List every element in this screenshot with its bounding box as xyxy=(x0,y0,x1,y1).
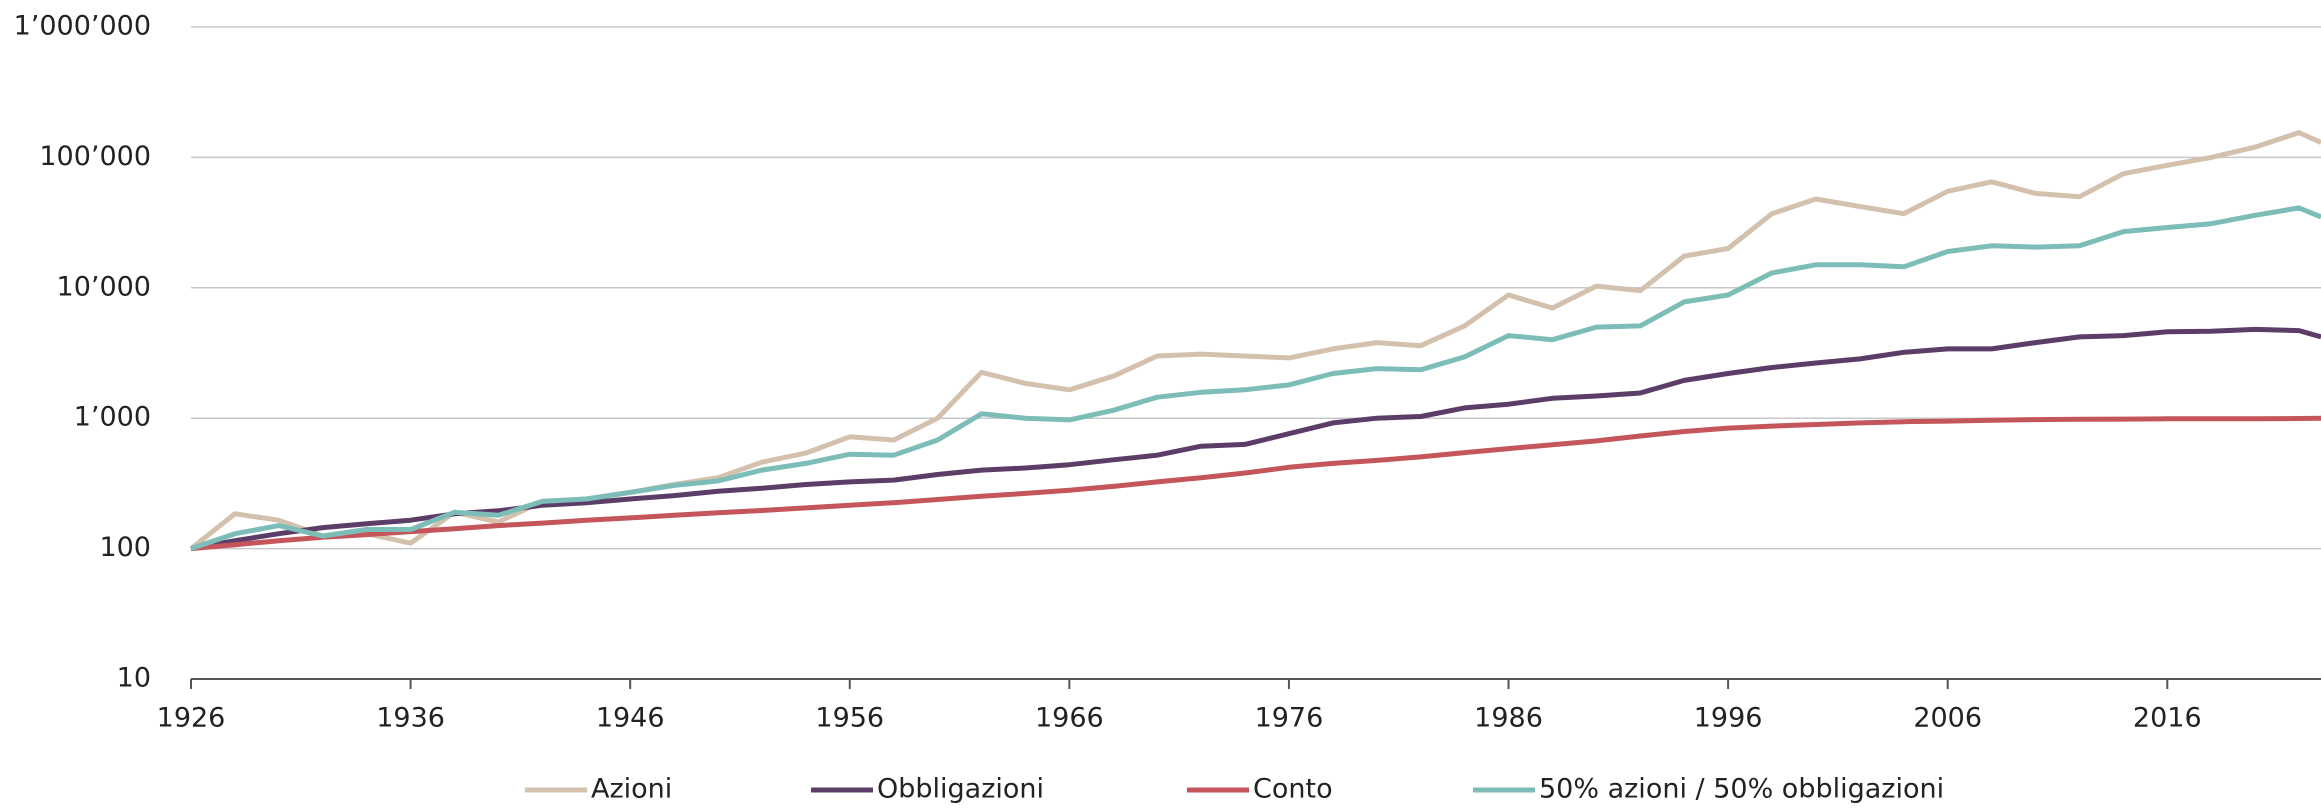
legend-label: Obbligazioni xyxy=(877,774,1044,805)
y-tick-label: 100 xyxy=(99,532,151,563)
y-tick-label: 1’000 xyxy=(74,402,151,433)
x-tick-label: 1926 xyxy=(157,703,226,734)
y-tick-label: 100’000 xyxy=(39,141,151,172)
x-tick-label: 1956 xyxy=(815,703,884,734)
x-tick-label: 1996 xyxy=(1694,703,1763,734)
x-tick-label: 2016 xyxy=(2133,703,2202,734)
y-tick-label: 10’000 xyxy=(57,271,151,302)
x-tick-label: 1936 xyxy=(376,703,445,734)
x-tick-label: 1976 xyxy=(1255,703,1324,734)
y-tick-label: 1’000’000 xyxy=(14,11,151,42)
legend-label: 50% azioni / 50% obbligazioni xyxy=(1539,774,1944,805)
x-tick-label: 1946 xyxy=(596,703,665,734)
x-tick-label: 2006 xyxy=(1913,703,1982,734)
y-tick-label: 10 xyxy=(117,663,151,694)
legend-label: Conto xyxy=(1253,774,1333,805)
series-line xyxy=(190,326,2321,552)
x-tick-label: 1986 xyxy=(1474,703,1543,734)
legend-label: Azioni xyxy=(591,774,672,805)
series-line xyxy=(189,130,2321,551)
series-line xyxy=(190,415,2321,552)
x-tick-label: 1966 xyxy=(1035,703,1104,734)
series-line xyxy=(190,205,2321,551)
